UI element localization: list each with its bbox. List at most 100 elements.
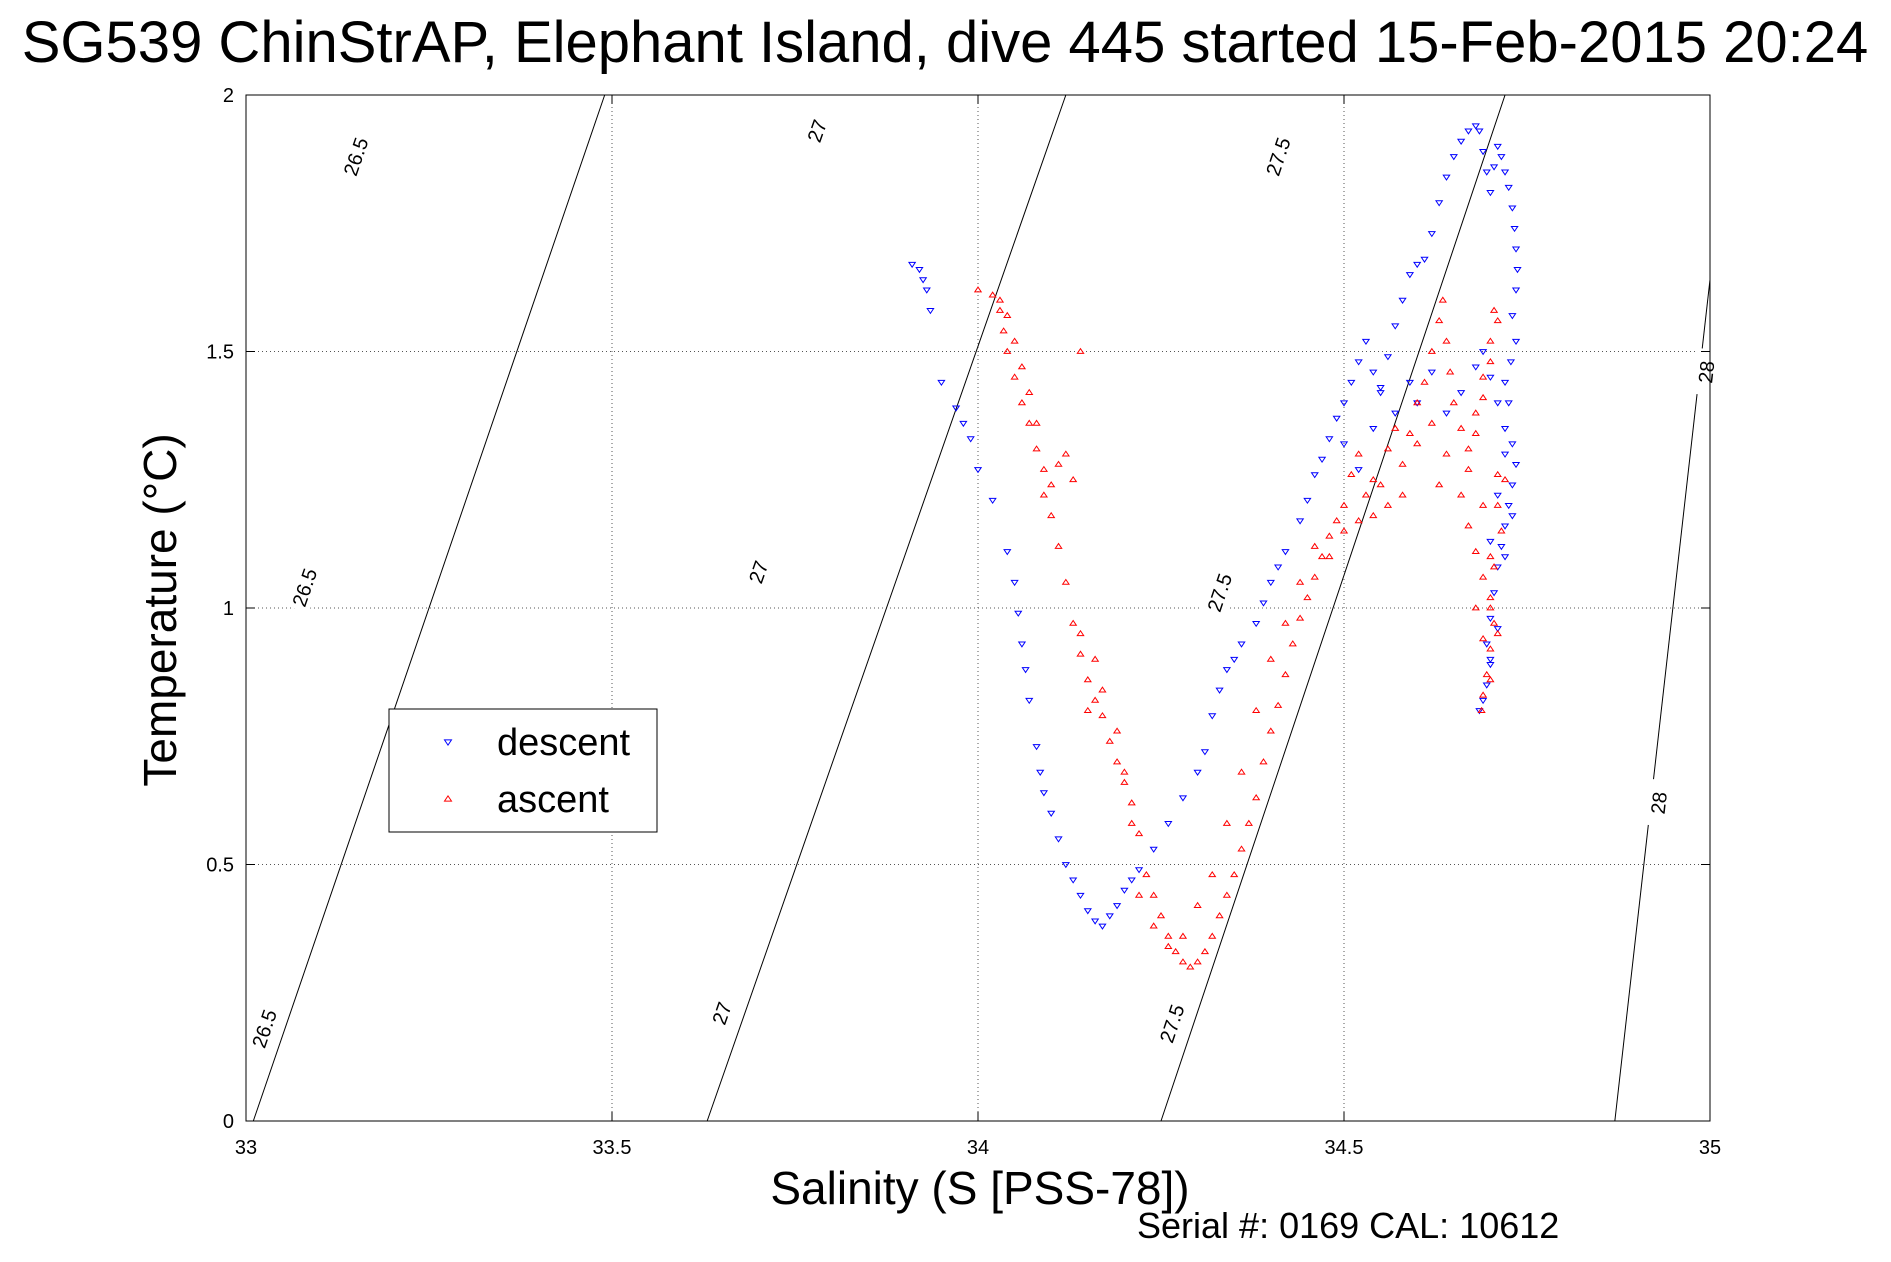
ascent-point bbox=[1237, 845, 1246, 852]
descent-point bbox=[1134, 867, 1144, 874]
density-contour-label: 28 bbox=[1644, 778, 1674, 828]
contour-label-background bbox=[245, 1003, 284, 1055]
descent-point bbox=[1405, 272, 1415, 279]
contour-label-background bbox=[739, 546, 778, 598]
ascent-point bbox=[1435, 481, 1444, 488]
ascent-point bbox=[1076, 347, 1085, 354]
contour-label-text: 26.5 bbox=[289, 566, 322, 610]
ascent-point bbox=[995, 306, 1005, 313]
ascent-point bbox=[1193, 901, 1202, 908]
descent-point bbox=[1504, 502, 1513, 510]
ascent-point bbox=[1295, 614, 1305, 621]
descent-point bbox=[1486, 662, 1495, 669]
ascent-point bbox=[1500, 475, 1510, 483]
ascent-point bbox=[1127, 799, 1136, 806]
descent-point bbox=[1047, 810, 1056, 817]
descent-point bbox=[1025, 697, 1034, 705]
ascent-point bbox=[1003, 311, 1012, 319]
ascent-point bbox=[1477, 706, 1486, 714]
descent-point bbox=[1493, 400, 1502, 407]
contour-label-text: 26.5 bbox=[340, 135, 373, 179]
ascent-point bbox=[1376, 481, 1385, 488]
descent-point bbox=[1317, 456, 1327, 464]
descent-point bbox=[1508, 205, 1517, 212]
descent-point bbox=[988, 497, 997, 505]
ascent-point bbox=[1076, 650, 1085, 657]
contour-label-background bbox=[1691, 347, 1721, 397]
contour-label-background bbox=[1200, 566, 1239, 619]
ascent-point bbox=[1208, 932, 1217, 939]
descent-point bbox=[1486, 615, 1495, 623]
descent-point bbox=[1339, 400, 1349, 407]
y-tick-label: 1.5 bbox=[206, 342, 234, 364]
ascent-point bbox=[1032, 445, 1041, 452]
contour-label-background bbox=[1259, 130, 1297, 183]
legend: descent ascent bbox=[388, 708, 658, 833]
ascent-point bbox=[1369, 511, 1378, 519]
ascent-point bbox=[1010, 373, 1019, 380]
descent-point bbox=[1354, 467, 1363, 474]
ascent-point bbox=[1200, 947, 1210, 955]
ascent-point bbox=[1017, 363, 1027, 370]
ascent-point bbox=[1017, 399, 1027, 406]
descent-point bbox=[1266, 579, 1275, 587]
descent-point bbox=[907, 261, 917, 269]
ascent-series bbox=[973, 286, 1510, 970]
ascent-point bbox=[1391, 424, 1400, 431]
density-contour-label: 27.5 bbox=[1153, 997, 1191, 1050]
descent-point bbox=[1500, 379, 1510, 387]
contour-label-text: 28 bbox=[1648, 791, 1672, 816]
descent-point bbox=[1506, 359, 1516, 366]
ascent-point bbox=[1295, 578, 1305, 585]
x-tick-label: 35 bbox=[1699, 1137, 1721, 1159]
x-axis-label: Salinity (S [PSS-78]) bbox=[770, 1162, 1189, 1214]
x-tick-label: 33.5 bbox=[593, 1137, 632, 1159]
descent-point bbox=[1021, 667, 1030, 674]
descent-point bbox=[1442, 410, 1451, 417]
ascent-point bbox=[1134, 891, 1144, 898]
ascent-point bbox=[1039, 465, 1049, 472]
contour-label-text: 27.5 bbox=[1262, 135, 1295, 179]
descent-point bbox=[922, 287, 931, 294]
descent-point bbox=[1208, 713, 1217, 720]
descent-point bbox=[1500, 523, 1510, 530]
descent-point bbox=[1193, 769, 1202, 776]
descent-point bbox=[1413, 400, 1422, 407]
ascent-point bbox=[1149, 891, 1158, 898]
descent-point bbox=[951, 405, 961, 412]
descent-point bbox=[1475, 128, 1484, 135]
ascent-point bbox=[1266, 727, 1275, 734]
descent-point bbox=[1149, 846, 1158, 853]
ascent-point bbox=[1478, 691, 1488, 698]
ascent-point bbox=[1354, 517, 1363, 524]
ascent-point bbox=[1112, 758, 1122, 765]
density-contour-label: 26.5 bbox=[245, 1003, 284, 1055]
ascent-point bbox=[1442, 450, 1451, 457]
descent-point bbox=[1230, 656, 1239, 664]
ascent-point bbox=[1317, 552, 1327, 560]
descent-point bbox=[1427, 369, 1436, 376]
y-axis-label: Temperature (°C) bbox=[134, 433, 186, 786]
ascent-point bbox=[1435, 316, 1444, 324]
ascent-point bbox=[1464, 522, 1473, 529]
descent-point bbox=[1376, 390, 1385, 397]
descent-point bbox=[1405, 379, 1415, 387]
ascent-point bbox=[1193, 958, 1202, 965]
contour-label-text: 27.5 bbox=[1204, 571, 1237, 615]
descent-point bbox=[966, 436, 975, 443]
ascent-point bbox=[1003, 347, 1012, 354]
ascent-point bbox=[1025, 419, 1034, 426]
descent-series bbox=[907, 123, 1522, 930]
descent-point bbox=[1127, 877, 1136, 884]
ascent-point bbox=[1230, 870, 1239, 878]
descent-point bbox=[1504, 184, 1513, 192]
legend-label-descent: descent bbox=[497, 722, 631, 764]
density-contour-line bbox=[252, 94, 606, 1122]
descent-point bbox=[1435, 200, 1444, 207]
ascent-point bbox=[1497, 527, 1506, 534]
ascent-point bbox=[1398, 460, 1407, 467]
ascent-point bbox=[1237, 768, 1246, 775]
descent-point bbox=[915, 267, 924, 274]
legend-marker-descent bbox=[443, 739, 453, 747]
ascent-point bbox=[1090, 696, 1100, 703]
